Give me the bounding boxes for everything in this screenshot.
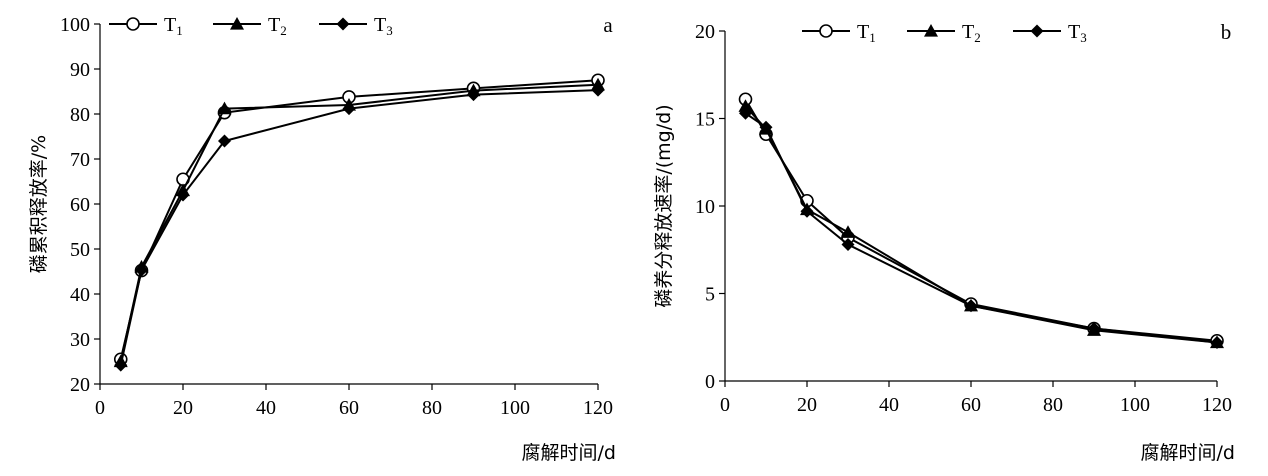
legend-label: T2: [268, 14, 287, 38]
series-line: [119, 83, 599, 362]
series-T3: [114, 83, 605, 372]
y-tick-label: 80: [70, 104, 90, 126]
legend-item-T3: T3: [319, 14, 393, 38]
x-axis-title: 腐解时间/d: [1141, 442, 1235, 464]
legend-item-T1: T1: [802, 21, 876, 45]
series-line: [119, 79, 599, 360]
data-point: [1210, 336, 1224, 349]
legend-marker: [819, 24, 833, 38]
data-point: [217, 101, 232, 115]
y-tick-label: 30: [70, 329, 90, 351]
legend-marker: [1030, 24, 1044, 38]
x-tick-label: 20: [173, 397, 193, 419]
data-point: [135, 263, 148, 277]
series-T3: [739, 106, 1224, 349]
x-tick-label: 100: [500, 397, 530, 419]
x-tick-label: 20: [797, 394, 817, 416]
x-tick-label: 40: [879, 394, 899, 416]
legend-marker: [336, 17, 350, 31]
panel-label: a: [603, 13, 613, 37]
y-tick-label: 20: [695, 21, 715, 43]
y-tick-label: 70: [70, 149, 90, 171]
y-tick-label: 5: [705, 284, 715, 306]
data-point: [467, 88, 480, 102]
y-tick-label: 60: [70, 194, 90, 216]
data-point: [964, 299, 978, 313]
data-point: [176, 188, 190, 202]
y-tick-label: 10: [695, 196, 715, 218]
x-tick-label: 60: [961, 394, 981, 416]
legend-label: T1: [857, 21, 876, 45]
x-tick-label: 120: [583, 397, 613, 419]
legend-marker: [924, 24, 938, 37]
data-point: [1087, 322, 1101, 335]
y-tick-label: 15: [695, 109, 715, 131]
x-tick-label: 40: [256, 397, 276, 419]
panel-label: b: [1221, 20, 1232, 44]
y-axis-title: 磷养分释放速率/(mg/d): [653, 104, 675, 307]
legend-item-T3: T3: [1013, 21, 1087, 45]
x-axis-title: 腐解时间/d: [522, 442, 616, 464]
y-tick-label: 50: [70, 239, 90, 261]
y-tick-label: 40: [70, 284, 90, 306]
legend-marker: [230, 17, 244, 30]
data-point: [591, 83, 605, 97]
legend-item-T2: T2: [213, 14, 287, 38]
y-axis-title: 磷累积释放率/%: [28, 135, 50, 273]
x-tick-label: 60: [339, 397, 359, 419]
legend-label: T2: [962, 21, 981, 45]
y-tick-label: 0: [705, 371, 715, 393]
y-tick-label: 20: [70, 374, 90, 396]
legend-label: T3: [1068, 21, 1087, 45]
legend-label: T3: [374, 14, 393, 38]
y-tick-label: 90: [70, 59, 90, 81]
data-point: [841, 238, 855, 251]
legend-item-T1: T1: [109, 14, 183, 38]
x-tick-label: 80: [1043, 394, 1063, 416]
data-point: [114, 358, 128, 372]
data-point: [759, 120, 773, 134]
data-point: [218, 134, 231, 148]
series-line: [119, 89, 599, 366]
data-point: [739, 106, 752, 120]
series-line: [744, 112, 1218, 344]
x-tick-label: 100: [1120, 394, 1150, 416]
data-point: [342, 102, 356, 116]
data-point: [800, 204, 814, 218]
series-T1: [113, 73, 605, 367]
x-tick-label: 0: [95, 397, 105, 419]
legend-marker: [126, 17, 140, 31]
data-point: [738, 99, 753, 112]
data-point: [841, 225, 855, 238]
legend-label: T1: [164, 14, 183, 38]
y-tick-label: 100: [60, 14, 90, 36]
series-T2: [113, 77, 605, 368]
x-tick-label: 80: [422, 397, 442, 419]
legend-item-T2: T2: [907, 21, 981, 45]
x-tick-label: 0: [720, 394, 730, 416]
chart-panel-b: 0 5 10 15 20 0 20 40 60 80 100 120 腐解时间/d 磷养分释放速率/(mg…: [653, 20, 1235, 464]
x-tick-label: 120: [1202, 394, 1232, 416]
series-T2: [738, 99, 1224, 349]
